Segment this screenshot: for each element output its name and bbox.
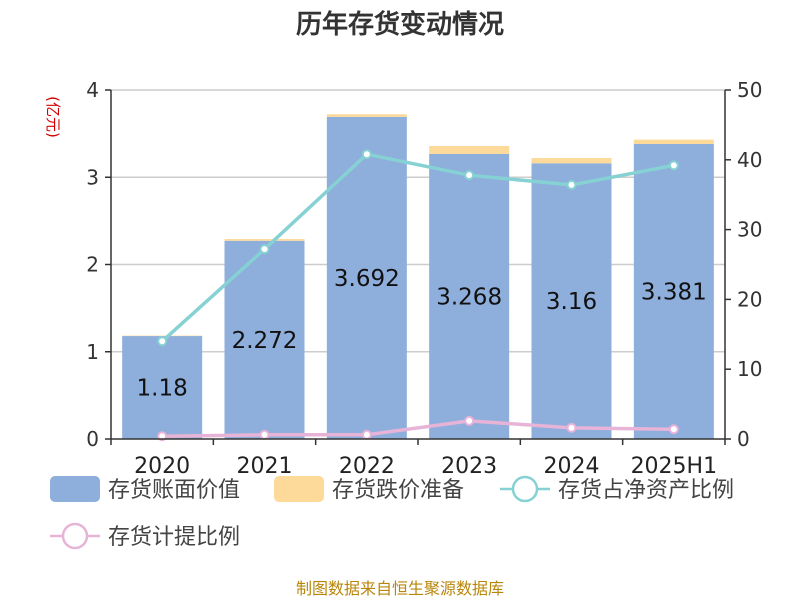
line-point [259,244,270,255]
bars [122,114,714,440]
line-point [566,179,577,190]
legend-swatch [274,476,324,502]
x-tick-label: 2022 [339,454,395,479]
bar-value-label: 3.692 [334,266,400,292]
legend-swatch [50,476,100,502]
line-point [668,160,679,171]
y-axis-unit: (亿元) [44,96,62,138]
y-left-tick-label: 2 [86,253,99,277]
line-inventory-to-net-assets [160,152,675,343]
bar-inventory-value [326,116,407,440]
line-point [157,431,168,442]
grid-lines [111,89,725,353]
line-provision-ratio [162,419,674,438]
x-tick-label: 2023 [441,454,497,479]
bar-impairment-provision [531,158,612,164]
y-right-tick-label: 40 [737,148,762,172]
series-lines [157,149,679,442]
bar-inventory-value [633,144,714,439]
line-point [361,429,372,440]
chart-title: 历年存货变动情况 [296,9,504,40]
legend-label: 存货计提比例 [108,525,240,550]
line-point [259,429,270,440]
bar-value-label: 2.272 [232,328,298,354]
bar-inventory-value [122,336,203,439]
legend-label: 存货账面价值 [108,478,240,503]
x-tick-label: 2020 [134,454,190,479]
data-labels: 1.18 2.272 3.692 3.268 3.16 3.381 [137,266,707,402]
data-source: 制图数据来自恒生聚源数据库 [296,579,504,598]
y-left-tick-label: 4 [86,78,99,102]
bar-value-label: 3.16 [546,289,597,315]
bar-value-label: 3.268 [436,284,502,310]
legend-label: 存货跌价准备 [332,478,464,503]
line-point [157,336,168,347]
y-right-tick-label: 10 [737,357,762,381]
bar-impairment-provision [633,139,714,145]
y-left-tick-label: 1 [86,340,99,364]
legend-swatch-marker [61,522,89,550]
y-right-tick-label: 30 [737,218,762,242]
bar-impairment-provision [224,239,305,241]
bar-impairment-provision [326,114,407,117]
x-tick-label: 2024 [544,454,600,479]
line-point [668,424,679,435]
line-point [464,415,475,426]
legend-label: 存货占净资产比例 [558,478,734,503]
bar-inventory-value [429,153,510,439]
y-right-tick-label: 50 [737,78,762,102]
y-left-tick-label: 0 [86,427,99,451]
x-tick-label: 2021 [237,454,293,479]
y-left-tick-label: 3 [86,165,99,189]
y-right-tick-label: 0 [737,427,750,451]
bar-impairment-provision [429,146,510,154]
y-right-tick-label: 20 [737,287,762,311]
line-point [464,170,475,181]
legend-swatch-marker [511,475,539,503]
bar-value-label: 1.18 [137,376,188,402]
x-tick-label: 2025H1 [631,454,718,479]
line-point [566,422,577,433]
bar-inventory-value [531,163,612,440]
line-point [361,149,372,160]
bar-value-label: 3.381 [641,280,707,306]
